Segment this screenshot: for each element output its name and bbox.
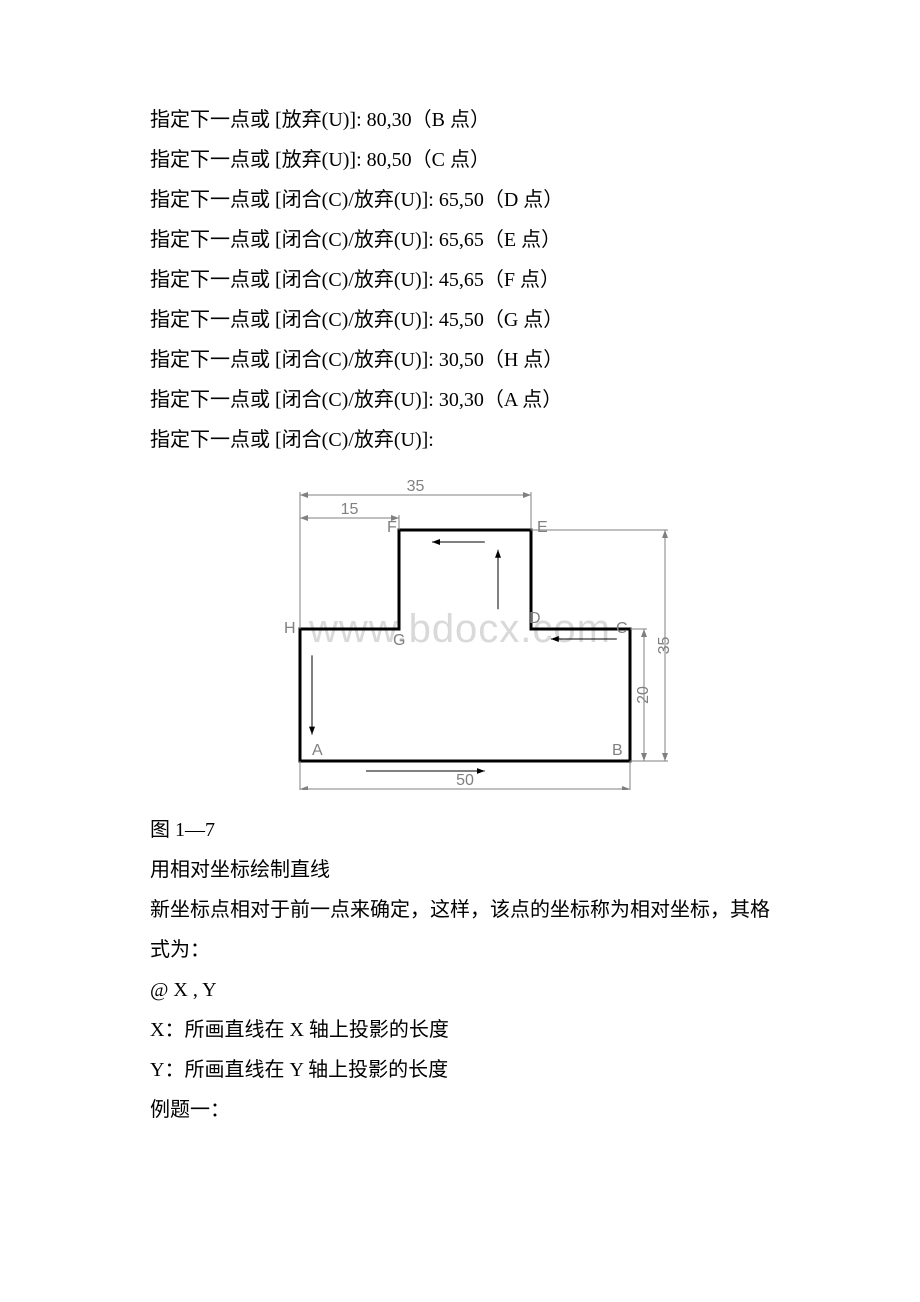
svg-text:A: A: [312, 742, 323, 759]
svg-text:20: 20: [635, 686, 652, 704]
svg-text:15: 15: [341, 501, 359, 518]
command-line: 指定下一点或 [闭合(C)/放弃(U)]: 65,50（D 点）: [150, 180, 770, 220]
svg-text:G: G: [393, 632, 405, 649]
command-line: 指定下一点或 [闭合(C)/放弃(U)]: 30,50（H 点）: [150, 340, 770, 380]
body-text: @ X , Y: [150, 970, 770, 1010]
command-line: 指定下一点或 [闭合(C)/放弃(U)]: 65,65（E 点）: [150, 220, 770, 260]
document-page: 指定下一点或 [放弃(U)]: 80,30（B 点） 指定下一点或 [放弃(U)…: [0, 0, 920, 1230]
svg-text:E: E: [537, 519, 548, 536]
command-line: 指定下一点或 [放弃(U)]: 80,30（B 点）: [150, 100, 770, 140]
svg-text:H: H: [284, 620, 296, 637]
command-line: 指定下一点或 [闭合(C)/放弃(U)]: 45,65（F 点）: [150, 260, 770, 300]
command-line: 指定下一点或 [放弃(U)]: 80,50（C 点）: [150, 140, 770, 180]
body-text: 例题一：: [150, 1090, 770, 1130]
body-text: 用相对坐标绘制直线: [150, 850, 770, 890]
body-text: 新坐标点相对于前一点来确定，这样，该点的坐标称为相对坐标，其格式为：: [150, 890, 770, 970]
figure-container: www.bdocx.com3515503520ABCDEFGH: [150, 480, 770, 795]
command-line: 指定下一点或 [闭合(C)/放弃(U)]: 45,50（G 点）: [150, 300, 770, 340]
svg-text:D: D: [529, 610, 541, 627]
body-text: Y：所画直线在 Y 轴上投影的长度: [150, 1050, 770, 1090]
command-line: 指定下一点或 [闭合(C)/放弃(U)]:: [150, 420, 770, 460]
diagram-figure: www.bdocx.com3515503520ABCDEFGH: [250, 480, 670, 790]
svg-text:50: 50: [456, 772, 474, 789]
svg-text:C: C: [616, 620, 628, 637]
body-text: X：所画直线在 X 轴上投影的长度: [150, 1010, 770, 1050]
figure-caption: 图 1—7: [150, 810, 770, 850]
svg-text:B: B: [612, 742, 623, 759]
command-line: 指定下一点或 [闭合(C)/放弃(U)]: 30,30（A 点）: [150, 380, 770, 420]
svg-text:35: 35: [407, 480, 425, 495]
svg-text:F: F: [387, 519, 397, 536]
svg-text:35: 35: [656, 637, 670, 655]
